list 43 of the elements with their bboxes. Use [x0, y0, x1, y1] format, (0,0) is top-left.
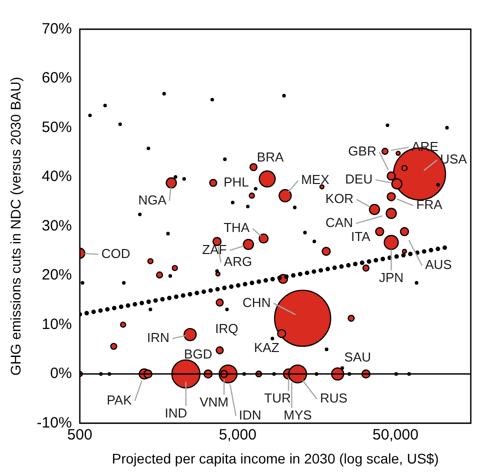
y-tick-label: 40% [42, 168, 72, 186]
annotation: IRN [146, 330, 170, 346]
annotation: IDN [238, 408, 262, 423]
annotation: KOR [325, 191, 354, 206]
annotation: KAZ [254, 340, 280, 356]
annotation: ARG [224, 254, 252, 270]
annotation: CHN [242, 294, 271, 310]
annotation: TUR [264, 390, 291, 406]
annotation: ZAF [202, 242, 227, 257]
y-tick-label: 30% [42, 217, 72, 234]
x-tick-label: 500 [67, 426, 92, 444]
annotation: BGD [184, 346, 212, 362]
x-axis-title: Projected per capita income in 2030 (log scale, US$) [112, 450, 439, 466]
annotation: PHL [224, 174, 249, 190]
annotation: ITA [351, 229, 371, 244]
annotation: IND [164, 406, 188, 421]
y-tick-label: 20% [42, 266, 72, 284]
x-tick-label: 5,000 [218, 426, 256, 444]
y-tick-label: 0% [50, 365, 72, 382]
annotation: IRQ [215, 320, 238, 336]
annotation: COD [101, 246, 130, 261]
y-tick-label: 70% [42, 20, 72, 38]
annotation: PAK [106, 392, 132, 408]
annotation: GBR [348, 144, 376, 159]
annotation: NGA [138, 192, 167, 208]
y-tick-label: 50% [42, 118, 72, 136]
annotation: RUS [320, 390, 348, 406]
annotation: AUS [425, 257, 452, 272]
y-tick-label: 60% [42, 70, 72, 87]
x-tick-label: 50,000 [372, 426, 418, 444]
annotation: VNM [200, 394, 228, 410]
annotation: JPN [378, 270, 404, 286]
annotation: SAU [344, 350, 372, 365]
y-axis-title: GHG emissions cuts in NDC (versus 2030 BAU) [7, 76, 24, 376]
annotation: FRA [416, 197, 443, 212]
y-tick-label: 10% [42, 316, 72, 333]
annotation: MEX [301, 172, 330, 188]
annotation: THA [224, 220, 250, 236]
annotation: USA [440, 152, 468, 167]
annotation: MYS [284, 408, 312, 423]
annotation: BRA [256, 150, 284, 164]
annotation: CAN [326, 214, 353, 230]
annotation: DEU [345, 171, 373, 186]
